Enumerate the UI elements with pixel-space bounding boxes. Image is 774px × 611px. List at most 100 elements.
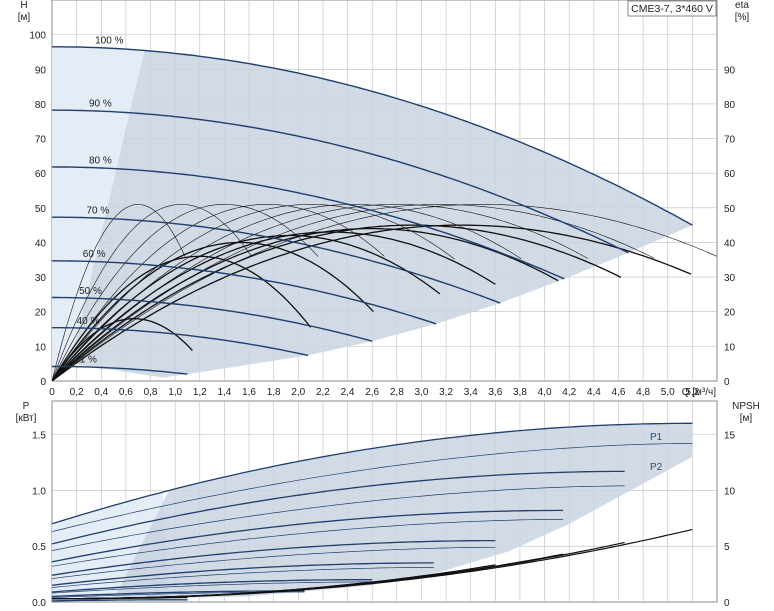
x-tick-label: 1,8 (267, 387, 281, 398)
top-panel: 100 % 90 % 80 % 70 % 60 % 50 % 40 % 21 % 0 0,2 0,… (18, 0, 750, 398)
y-tick-label: 70 (35, 135, 47, 146)
speed-label: 70 % (86, 206, 109, 217)
y-tick-label: 60 (35, 169, 47, 180)
npsh-tick-label: 10 (724, 486, 736, 497)
y-tick-labels-left: 0 10 20 30 40 50 60 70 80 90 100 (29, 31, 46, 388)
x-tick-label: 2,4 (341, 387, 355, 398)
x-tick-label: 2,2 (316, 387, 330, 398)
head-curve (52, 327, 309, 357)
speed-label: 40 % (77, 316, 100, 327)
efficiency-curve (52, 234, 441, 381)
power-range-band (52, 423, 693, 600)
series-label-p2: P2 (650, 462, 663, 473)
p1-curve (52, 509, 564, 563)
x-tick-label: 1,2 (193, 387, 207, 398)
x-tick-label: 0 (49, 387, 55, 398)
efficiency-line (52, 204, 385, 381)
p1-curve (52, 470, 625, 545)
npsh-curves (52, 528, 693, 600)
y-tick-label: 80 (35, 100, 47, 111)
y-axis-unit-p: [кВт] (16, 413, 37, 424)
chart-title: CME3-7, 3*460 V (631, 3, 713, 15)
chart-title-box (627, 0, 717, 17)
head-curve (52, 365, 188, 375)
x-axis-title: Q [м³/ч] (682, 387, 717, 398)
x-tick-label: 5,2 (685, 387, 699, 398)
y-tick-label: 40 (35, 238, 47, 249)
x-tick-label: 3,8 (513, 387, 527, 398)
head-curve (52, 46, 693, 226)
y-axis-title-npsh: NPSH (732, 401, 760, 412)
y-axis-title-eta: eta (735, 0, 749, 11)
p2-curve (52, 567, 434, 588)
y-axis-title-h: H (20, 0, 27, 11)
efficiency-curve (52, 318, 193, 381)
p1-curve (52, 422, 693, 525)
eta-tick-label: 10 (724, 342, 736, 353)
x-tick-label: 1,0 (168, 387, 182, 398)
x-tick-label: 0,6 (119, 387, 133, 398)
head-curve (52, 166, 565, 280)
head-curve (52, 296, 373, 342)
efficiency-curve (52, 255, 312, 381)
series-label-p1: P1 (650, 432, 663, 443)
y-tick-labels-right: 0 10 20 30 40 50 60 70 80 90 (724, 65, 736, 388)
p2-curve (52, 443, 693, 532)
efficiency-line (52, 204, 186, 381)
efficiency-curve (52, 227, 559, 381)
speed-label: 100 % (95, 36, 123, 47)
efficiency-line (52, 204, 319, 381)
head-curve (52, 260, 437, 325)
x-tick-label: 2,8 (390, 387, 404, 398)
x-tick-label: 4,0 (538, 387, 552, 398)
y-tick-label: 30 (35, 273, 47, 284)
npsh-tick-labels: 0 5 10 15 (724, 431, 736, 610)
eta-tick-label: 50 (724, 204, 736, 215)
x-tick-label: 3,4 (464, 387, 478, 398)
y-tick-label: 90 (35, 65, 47, 76)
y-axis-unit-npsh: [м] (740, 413, 753, 424)
eta-tick-label: 90 (724, 65, 736, 76)
speed-label: 90 % (89, 99, 112, 110)
x-tick-label: 1,6 (242, 387, 256, 398)
p2-curve (52, 599, 188, 602)
p1-curve (52, 590, 305, 598)
p-tick-label: 0.0 (32, 598, 46, 609)
y-tick-label: 20 (35, 308, 47, 319)
efficiency-line (52, 204, 455, 381)
y-axis-unit-eta: [%] (735, 12, 750, 23)
x-tick-label: 0,4 (94, 387, 108, 398)
x-tick-label: 3,6 (488, 387, 502, 398)
p-tick-label: 0.5 (32, 542, 46, 553)
p2-curve (52, 485, 625, 551)
x-tick-label: 1,4 (217, 387, 231, 398)
head-curve (52, 216, 501, 304)
npsh-tick-label: 0 (724, 598, 730, 609)
x-tick-label: 4,6 (612, 387, 626, 398)
eta-tick-label: 70 (724, 135, 736, 146)
y-axis-unit-h: [м] (18, 12, 31, 23)
x-tick-labels: 0 0,2 0,4 0,6 0,8 1,0 1,2 1,4 1,6 1,8 2,0 2,2 2,4 2,6… (49, 387, 700, 398)
npsh-curve (52, 596, 188, 600)
npsh-tick-label: 5 (724, 542, 730, 553)
p2-curve (52, 546, 496, 579)
p-tick-label: 1.0 (32, 486, 46, 497)
efficiency-line (52, 204, 717, 381)
speed-label: 50 % (79, 286, 102, 297)
eta-tick-label: 80 (724, 100, 736, 111)
x-tick-label: 5,0 (661, 387, 675, 398)
efficiency-curve (52, 241, 374, 381)
efficiency-curves (52, 204, 717, 381)
x-tick-label: 2,6 (365, 387, 379, 398)
p1-curve (52, 562, 434, 586)
p2-curve (52, 519, 564, 567)
eta-tick-label: 30 (724, 273, 736, 284)
head-curve (52, 109, 629, 254)
x-tick-label: 3,2 (439, 387, 453, 398)
speed-label: 21 % (74, 355, 97, 366)
p2-curve (52, 581, 373, 594)
y-axis-title-p: P (23, 401, 30, 412)
x-tick-label: 0,2 (70, 387, 84, 398)
